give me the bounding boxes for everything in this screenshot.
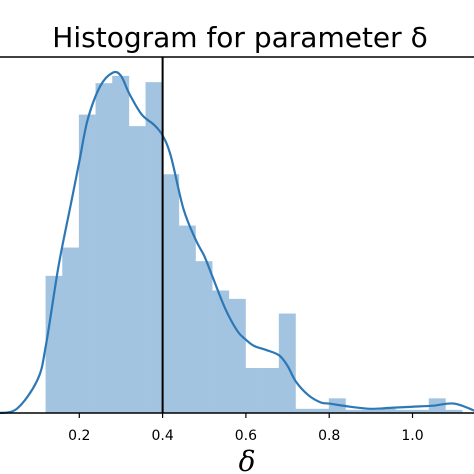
kde-curve-group (0, 70, 474, 414)
histogram-bar-0 (45, 275, 63, 413)
histogram-bar-13 (262, 367, 280, 413)
histogram-bar-16 (312, 408, 330, 413)
histogram-bar-4 (112, 75, 130, 413)
x-tick-label-1: 0.2 (68, 428, 90, 444)
histogram-bar-11 (228, 298, 246, 413)
histogram-bar-1 (62, 247, 80, 413)
histogram-bars (45, 75, 463, 414)
histogram-bar-5 (128, 126, 146, 414)
x-tick-label-4: 0.8 (318, 428, 340, 444)
histogram-bar-20 (378, 408, 396, 413)
histogram-bar-21 (395, 409, 413, 413)
histogram-bar-3 (95, 83, 113, 414)
histogram-bar-22 (412, 409, 430, 413)
x-tick-label-2: 0.4 (151, 428, 173, 444)
histogram-bar-24 (445, 409, 463, 413)
histogram-bar-14 (278, 313, 296, 413)
histogram-bar-7 (162, 174, 180, 413)
kde-curve (0, 70, 474, 414)
histogram-bar-12 (245, 367, 263, 413)
x-tick-label-3: 0.6 (235, 428, 257, 444)
histogram-bar-9 (195, 261, 213, 413)
x-axis-label: δ (239, 445, 256, 474)
histogram-bar-2 (78, 114, 96, 413)
histogram-bar-19 (362, 409, 380, 413)
histogram-bar-8 (178, 225, 196, 413)
x-axis-ticks: 00.20.40.60.81.01 (0, 413, 424, 444)
histogram-bar-15 (295, 408, 313, 413)
histogram-bar-10 (212, 290, 230, 413)
histogram-bar-6 (145, 82, 163, 413)
chart-title: Histogram for parameter δ (52, 21, 427, 54)
histogram-bar-18 (345, 409, 363, 413)
x-tick-label-5: 1.0 (401, 428, 423, 444)
